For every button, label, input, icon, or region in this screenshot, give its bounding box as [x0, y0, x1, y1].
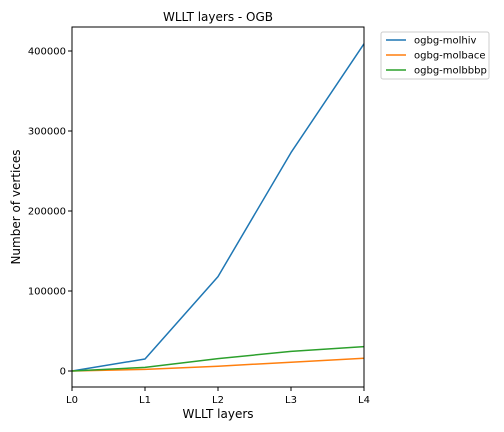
- series-line-ogbg-molbbbp: [71, 345, 365, 372]
- y-axis-ticks: 0 100000 200000 300000 400000: [28, 47, 72, 378]
- series-line-ogbg-molhiv: [71, 43, 365, 372]
- x-tick-label: L2: [212, 395, 224, 406]
- x-tick-label: L4: [358, 395, 370, 406]
- y-tick-label: 200000: [28, 207, 66, 218]
- x-tick-label: L3: [285, 395, 297, 406]
- y-tick-label: 0: [60, 367, 66, 378]
- x-tick-label: L0: [66, 395, 78, 406]
- legend-label-ogbg-molbace: ogbg-molbace: [414, 51, 486, 62]
- x-axis-label: WLLT layers: [182, 407, 253, 421]
- series-line-ogbg-molbace: [71, 357, 365, 372]
- legend-box: [380, 31, 490, 80]
- x-tick-label: L1: [139, 395, 151, 406]
- legend-items: ogbg-molhiv ogbg-molbace ogbg-molbbbp: [386, 36, 487, 77]
- legend-label-ogbg-molbbbp: ogbg-molbbbp: [414, 66, 487, 77]
- y-tick-label: 300000: [28, 127, 66, 138]
- legend: ogbg-molhiv ogbg-molbace ogbg-molbbbp: [380, 31, 490, 80]
- y-tick-label: 100000: [28, 287, 66, 298]
- chart-title: WLLT layers - OGB: [163, 10, 273, 24]
- x-axis-ticks: L0 L1 L2 L3 L4: [66, 387, 370, 406]
- y-tick-label: 400000: [28, 47, 66, 58]
- plot-lines: [71, 43, 365, 372]
- y-axis-label: Number of vertices: [9, 149, 23, 264]
- legend-label-ogbg-molhiv: ogbg-molhiv: [414, 36, 477, 47]
